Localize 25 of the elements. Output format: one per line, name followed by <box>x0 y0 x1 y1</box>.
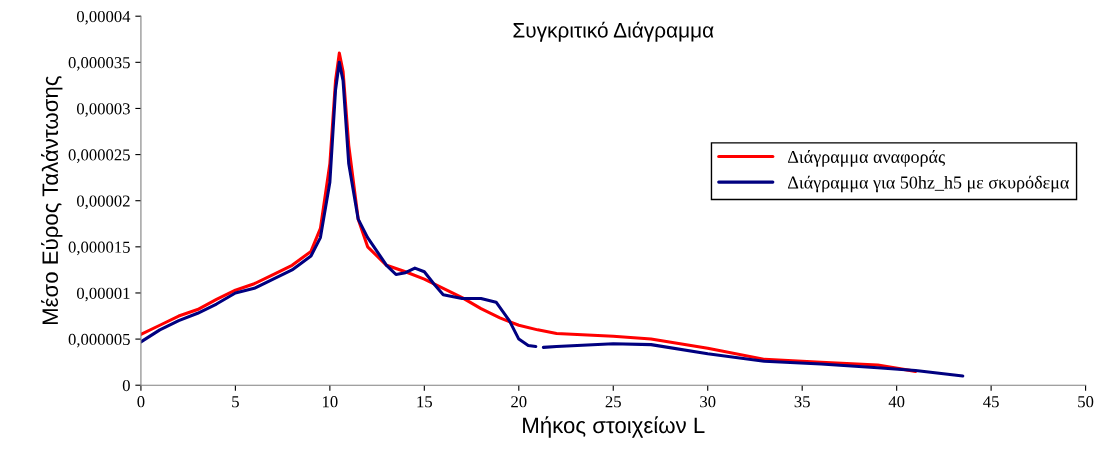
y-tick-label: 0,000015 <box>68 241 130 256</box>
legend-label: Διάγραμμα για 50hz_h5 με σκυρόδεμα <box>787 175 1069 193</box>
x-tick-label: 30 <box>700 396 716 408</box>
x-tick-label: 25 <box>605 396 621 408</box>
x-tick-label: 35 <box>794 396 810 408</box>
y-tick-label: 0,000005 <box>68 333 130 348</box>
x-tick-label: 40 <box>888 396 905 408</box>
y-tick-label: 0,000035 <box>68 57 130 71</box>
y-tick-label: 0,00002 <box>76 195 130 210</box>
x-tick-label: 5 <box>232 396 239 408</box>
y-tick-label: 0,00001 <box>76 287 130 302</box>
x-tick-label: 45 <box>983 396 999 408</box>
y-tick-label: 0,00004 <box>76 10 131 25</box>
x-tick-label: 10 <box>322 396 338 408</box>
y-tick-label: 0,000025 <box>68 149 130 163</box>
y-tick-label: 0 <box>122 379 130 392</box>
y-tick-label: 0,00003 <box>76 103 130 117</box>
x-tick-label: 50 <box>1078 396 1094 408</box>
legend-label: Διάγραμμα αναφοράς <box>787 150 945 167</box>
x-tick-label: 20 <box>511 396 527 408</box>
chart-title: Συγκριτικό Διάγραμμα <box>513 21 714 42</box>
y-axis-title: Μέσο Εύρος Ταλάντωσης <box>41 76 63 325</box>
x-tick-label: 0 <box>137 396 145 408</box>
x-axis-title: Μήκος στοιχείων L <box>523 416 705 438</box>
x-tick-label: 15 <box>417 396 433 408</box>
